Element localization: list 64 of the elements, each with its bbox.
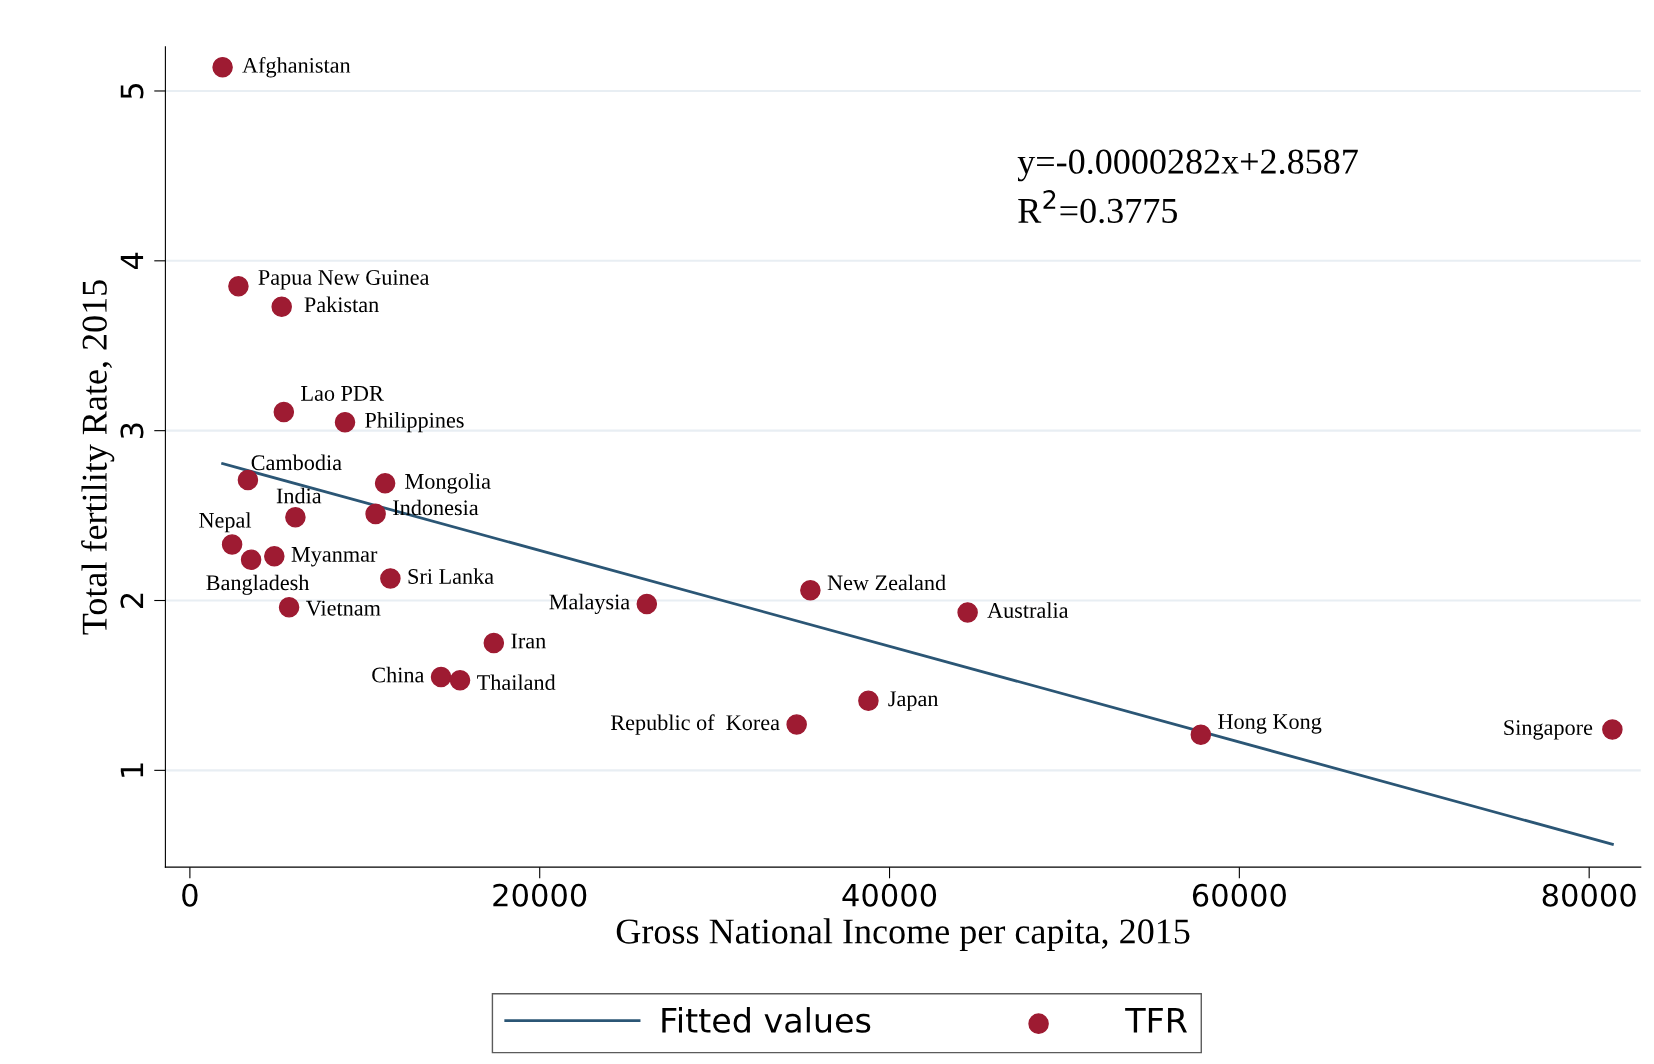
- point: [786, 714, 807, 735]
- point: [212, 56, 233, 78]
- annotation: Mongolia: [405, 473, 491, 494]
- annotation: Bangladesh: [206, 574, 310, 595]
- y-tick-label: 4: [120, 252, 144, 270]
- annotation: Thailand: [477, 674, 556, 691]
- point: [334, 411, 356, 433]
- y-tick-label: 2: [120, 593, 144, 608]
- y-tick-label: 3: [120, 423, 144, 439]
- point: [483, 632, 505, 654]
- point: [636, 593, 658, 615]
- annotation: China: [372, 666, 425, 683]
- annotation: Nepal: [199, 512, 252, 533]
- point: [228, 276, 249, 297]
- annotation: Cambodia: [251, 454, 342, 471]
- annotation: Sri Lanka: [408, 568, 494, 584]
- annotation: y=-0.0000282x+2.8587: [1017, 149, 1358, 182]
- annotation: India: [276, 487, 322, 504]
- x-tick-label: 60000: [1192, 883, 1286, 907]
- y-axis-title: Total fertility Rate, 2015: [81, 280, 115, 635]
- point: [374, 473, 396, 494]
- annotation: Indonesia: [393, 499, 479, 516]
- annotation: Australia: [987, 602, 1069, 618]
- y-tick-label: 5: [120, 83, 144, 99]
- x-axis-title: Gross National Income per capita, 2015: [616, 918, 1190, 952]
- annotation: Philippines: [365, 412, 464, 433]
- y-tick-label: 1: [120, 763, 144, 777]
- point: [264, 546, 285, 567]
- point: [957, 602, 978, 623]
- point: [449, 670, 471, 691]
- x-tick-label: 20000: [493, 883, 587, 907]
- point: [800, 580, 821, 601]
- point: [380, 568, 401, 589]
- point: [1602, 719, 1623, 740]
- annotation: Hong Kong: [1218, 714, 1322, 734]
- point: [271, 296, 292, 317]
- point: [1190, 724, 1212, 745]
- point: [221, 534, 243, 555]
- annotation: Lao PDR: [301, 386, 384, 401]
- annotation: Japan: [888, 691, 939, 711]
- annotation: New Zealand: [827, 574, 946, 591]
- annotation: Vietnam: [306, 600, 381, 616]
- annotation: Republic of Korea: [610, 714, 780, 735]
- annotation: Malaysia: [549, 593, 630, 615]
- annotation: Singapore: [1504, 720, 1593, 740]
- x-tick-label: 40000: [842, 883, 937, 907]
- annotation: R$^{2}$=0.3775: [1018, 190, 1177, 224]
- point: [430, 666, 452, 688]
- point: [273, 401, 295, 423]
- point: [237, 469, 259, 491]
- annotation: Myanmar: [291, 547, 378, 567]
- legend-label: Fitted values: [662, 1007, 871, 1033]
- annotation: Iran: [511, 633, 546, 649]
- x-tick-label: 0: [182, 883, 198, 907]
- point: [240, 549, 262, 571]
- annotation: Afghanistan: [242, 56, 351, 78]
- point: [365, 503, 386, 525]
- point: [285, 507, 306, 528]
- legend-label: TFR: [1125, 1008, 1187, 1033]
- point: [858, 690, 879, 711]
- annotation: Pakistan: [304, 296, 379, 313]
- x-tick-label: 80000: [1542, 883, 1636, 907]
- annotation: Papua New Guinea: [258, 269, 430, 290]
- point: [278, 597, 300, 618]
